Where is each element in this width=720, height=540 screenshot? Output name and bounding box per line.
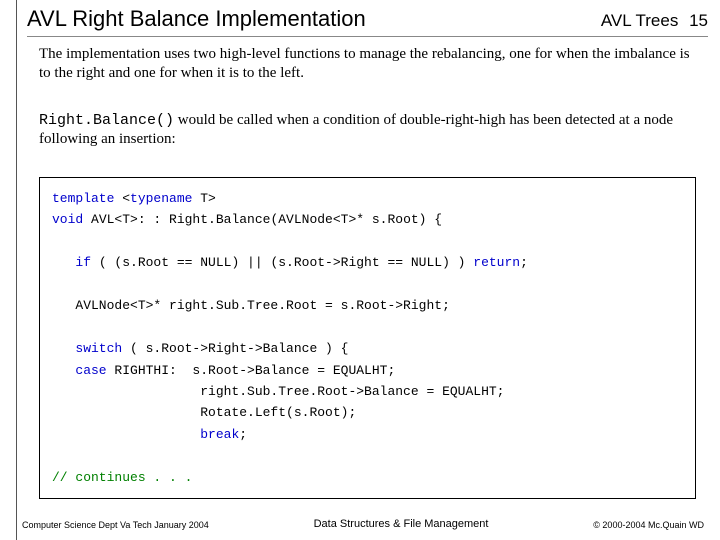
code-comment: // continues . . . bbox=[52, 470, 192, 485]
code-text: ; bbox=[239, 427, 247, 442]
code-text: ( (s.Root == NULL) || (s.Root->Right == … bbox=[91, 255, 473, 270]
code-text: right.Sub.Tree.Root->Balance = EQUALHT; bbox=[52, 384, 504, 399]
code-text: T> bbox=[192, 191, 215, 206]
kw-if: if bbox=[52, 255, 91, 270]
header-bar: AVL Right Balance Implementation AVL Tre… bbox=[17, 0, 718, 34]
page-number: 15 bbox=[689, 11, 708, 30]
footer-left: Computer Science Dept Va Tech January 20… bbox=[22, 520, 209, 530]
kw-void: void bbox=[52, 212, 83, 227]
content-area: The implementation uses two high-level f… bbox=[17, 37, 718, 499]
function-name: Right.Balance() bbox=[39, 112, 174, 129]
code-text: RIGHTHI: s.Root->Balance = EQUALHT; bbox=[107, 363, 396, 378]
code-text bbox=[52, 427, 200, 442]
slide-topic: AVL Trees 15 bbox=[601, 11, 708, 31]
code-text: Rotate.Left(s.Root); bbox=[52, 405, 356, 420]
footer-center: Data Structures & File Management bbox=[314, 518, 489, 530]
kw-typename: typename bbox=[130, 191, 192, 206]
code-block: template <typename T> void AVL<T>: : Rig… bbox=[39, 177, 696, 499]
footer-bar: Computer Science Dept Va Tech January 20… bbox=[16, 518, 716, 530]
footer-right: © 2000-2004 Mc.Quain WD bbox=[593, 520, 704, 530]
paragraph-fn: Right.Balance() would be called when a c… bbox=[39, 111, 696, 150]
slide-title: AVL Right Balance Implementation bbox=[27, 6, 366, 32]
kw-case: case bbox=[52, 363, 107, 378]
paragraph-intro: The implementation uses two high-level f… bbox=[39, 45, 696, 83]
kw-switch: switch bbox=[52, 341, 122, 356]
kw-break: break bbox=[200, 427, 239, 442]
topic-text: AVL Trees bbox=[601, 11, 678, 30]
slide-border: AVL Right Balance Implementation AVL Tre… bbox=[16, 0, 718, 540]
code-text: ; bbox=[520, 255, 528, 270]
code-text: AVL<T>: : Right.Balance(AVLNode<T>* s.Ro… bbox=[83, 212, 442, 227]
kw-template: template bbox=[52, 191, 114, 206]
code-text: < bbox=[114, 191, 130, 206]
code-text: AVLNode<T>* right.Sub.Tree.Root = s.Root… bbox=[52, 298, 450, 313]
code-text: ( s.Root->Right->Balance ) { bbox=[122, 341, 348, 356]
kw-return: return bbox=[473, 255, 520, 270]
